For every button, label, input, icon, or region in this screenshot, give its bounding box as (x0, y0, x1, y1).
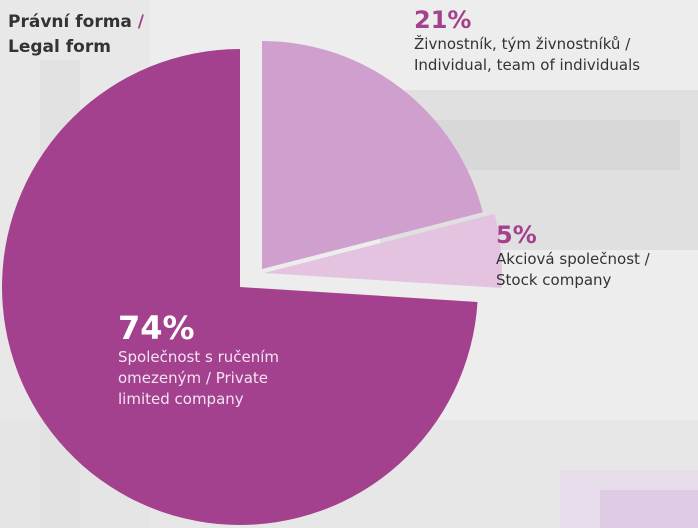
slice-percent-individual: 21% (414, 6, 472, 34)
slice-description-individual: Živnostník, tým živnostníků / Individual… (414, 35, 641, 74)
slice-percent-stock: 5% (496, 221, 537, 249)
chart-title: Právní forma / Legal form (8, 10, 144, 60)
slice-percent-ltd: 74% (118, 309, 195, 347)
title-slash: / (131, 12, 145, 32)
slice-description-ltd: Společnost s ručením omezeným / Private … (118, 348, 280, 408)
slice-label-ltd: 74% Společnost s ručením omezeným / Priv… (118, 309, 279, 410)
pie-slice-stock (264, 213, 503, 288)
pie-slice-ltd (1, 49, 478, 525)
slice-description-stock: Akciová společnost / Stock company (496, 250, 650, 289)
slice-label-individual: 21% Živnostník, tým živnostníků / Indivi… (414, 6, 640, 76)
slice-label-stock: 5% Akciová společnost / Stock company (496, 221, 650, 291)
title-czech: Právní forma (8, 12, 132, 32)
title-english: Legal form (8, 37, 111, 57)
pie-slice-individual (262, 41, 483, 269)
